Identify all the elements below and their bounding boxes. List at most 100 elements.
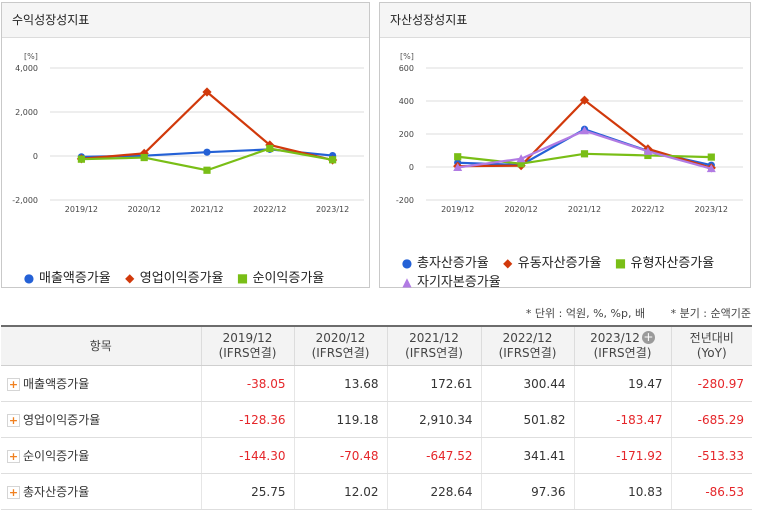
row-label-cell[interactable]: + 순이익증가율: [1, 437, 201, 474]
x-tick-label: 2022/12: [253, 205, 286, 214]
col-header-2022: 2022/12 (IFRS연결): [480, 325, 574, 366]
col-period-text: 2023/12: [590, 331, 640, 345]
col-period: 2021/12: [409, 331, 459, 345]
data-point: [644, 151, 652, 160]
legend-label: 유동자산증가율: [517, 256, 602, 271]
legend-item[interactable]: ◆ 유동자산증가율: [501, 252, 602, 271]
data-point: [579, 95, 590, 105]
table-row: + 영업이익증가율 -128.36 119.18 2,910.34 501.82 -183.…: [1, 401, 752, 438]
unit-note: * 단위 : 억원, %, %p, 배: [525, 307, 646, 320]
data-point: [453, 162, 463, 171]
value-cell: 300.44: [480, 365, 574, 402]
legend-item[interactable]: ● 매출액증가율: [22, 267, 111, 286]
col-basis: (IFRS연결): [218, 346, 277, 360]
y-unit-label: [%]: [400, 52, 414, 61]
table-row: + 순이익증가율 -144.30 -70.48 -647.52 341.41 -171.92…: [1, 437, 752, 474]
value-cell: 228.64: [386, 473, 481, 510]
x-tick-label: 2019/12: [441, 205, 474, 214]
legend-label: 순이익증가율: [252, 271, 325, 286]
yoy-cell: -685.29: [670, 401, 752, 438]
data-point: [454, 153, 462, 161]
expand-plus-icon[interactable]: +: [641, 330, 655, 344]
profit-growth-chart: [%] 4,000 2,000 0 -2,000 2019/12 2020/12 2021/1…: [12, 52, 364, 214]
asset-growth-title: 자산성장성지표: [380, 3, 750, 38]
data-point: [202, 87, 212, 97]
col-basis: (IFRS연결): [405, 346, 463, 360]
col-header-2023: 2023/12 + (IFRS연결): [573, 325, 671, 366]
value-cell: 25.75: [200, 473, 294, 510]
row-label: 순이익증가율: [23, 449, 90, 463]
yoy-title: 전년대비: [689, 331, 734, 345]
yoy-header: 전년대비 (YoY): [670, 325, 752, 366]
x-tick-label: 2019/12: [65, 205, 98, 214]
data-point: [140, 153, 148, 162]
value-cell: -171.92: [573, 437, 671, 474]
expand-plus-icon[interactable]: +: [7, 414, 20, 427]
data-point: [580, 126, 589, 135]
data-point: [266, 144, 274, 153]
legend-item[interactable]: ◆ 영업이익증가율: [123, 267, 224, 286]
table-row: + 총자산증가율 25.75 12.02 228.64 97.36 10.83 -86.53: [1, 473, 752, 510]
data-point: [707, 153, 715, 161]
data-point: [77, 155, 85, 163]
col-header-2020: 2020/12 (IFRS연결): [293, 325, 387, 366]
data-point: [643, 146, 653, 155]
col-period: 2023/12 +: [576, 331, 670, 346]
yoy-cell: -513.33: [670, 437, 752, 474]
data-point: [203, 148, 211, 156]
table-notes: * 단위 : 억원, %, %p, 배 * 분기 : 순액기준: [504, 305, 751, 321]
col-header-2019: 2019/12 (IFRS연결): [200, 325, 294, 366]
legend-label: 영업이익증가율: [139, 271, 224, 286]
triangle-marker-icon: ▲: [402, 275, 412, 289]
square-marker-icon: ■: [614, 256, 627, 270]
value-cell: 501.82: [480, 401, 574, 438]
yoy-cell: -280.97: [670, 365, 752, 402]
value-cell: -128.36: [200, 401, 294, 438]
legend-item[interactable]: ● 총자산증가율: [400, 252, 489, 271]
row-label-cell[interactable]: + 총자산증가율: [1, 473, 201, 510]
table-row: + 매출액증가율 -38.05 13.68 172.61 300.44 19.47 -280.…: [1, 365, 752, 402]
data-point: [580, 150, 589, 158]
profit-growth-title: 수익성장성지표: [2, 3, 369, 38]
legend-label: 매출액증가율: [39, 271, 111, 286]
legend-item[interactable]: ■ 유형자산증가율: [614, 252, 714, 271]
x-tick-label: 2020/12: [504, 205, 537, 214]
data-point: [517, 160, 525, 168]
value-cell: 341.41: [480, 437, 574, 474]
col-period: 2022/12: [502, 331, 553, 345]
x-tick-label: 2021/12: [568, 205, 601, 214]
row-label: 영업이익증가율: [23, 413, 101, 427]
series-line: [457, 129, 712, 170]
value-cell: -183.47: [573, 401, 671, 438]
col-basis: (IFRS연결): [593, 346, 652, 360]
legend-item[interactable]: ▲ 자기자본증가율: [400, 271, 500, 290]
legend-label: 총자산증가율: [417, 256, 489, 271]
y-tick-label: -200: [396, 196, 414, 205]
circle-marker-icon: ●: [401, 256, 413, 270]
row-label-cell[interactable]: + 영업이익증가율: [1, 401, 201, 438]
row-label-cell[interactable]: + 매출액증가율: [1, 365, 201, 402]
y-tick-label: 0: [33, 152, 38, 161]
item-header: 항목: [1, 325, 201, 366]
expand-plus-icon[interactable]: +: [7, 450, 20, 463]
data-point: [203, 166, 211, 174]
series-square: [77, 144, 337, 174]
value-cell: 12.02: [293, 473, 387, 510]
asset-growth-chart: [%] 600 400 200 0 -200 2019/12 2020/12 2021/12 20…: [396, 52, 743, 214]
data-point: [516, 154, 526, 163]
row-label: 총자산증가율: [23, 485, 90, 499]
x-tick-label: 2023/12: [316, 205, 349, 214]
value-cell: -647.52: [386, 437, 481, 474]
diamond-marker-icon: ◆: [503, 256, 513, 270]
value-cell: 2,910.34: [386, 401, 481, 438]
diamond-marker-icon: ◆: [125, 271, 135, 285]
y-tick-label: 600: [399, 64, 414, 73]
value-cell: 119.18: [293, 401, 387, 438]
expand-plus-icon[interactable]: +: [7, 378, 20, 391]
y-tick-label: 400: [399, 97, 414, 106]
expand-plus-icon[interactable]: +: [7, 486, 20, 499]
profit-growth-panel: 수익성장성지표 [%] 4,000 2,000 0 -2,000 2019/12 2020/…: [1, 2, 370, 288]
row-label: 매출액증가율: [23, 377, 90, 391]
legend-item[interactable]: ■ 순이익증가율: [236, 267, 325, 286]
value-cell: 13.68: [293, 365, 387, 402]
